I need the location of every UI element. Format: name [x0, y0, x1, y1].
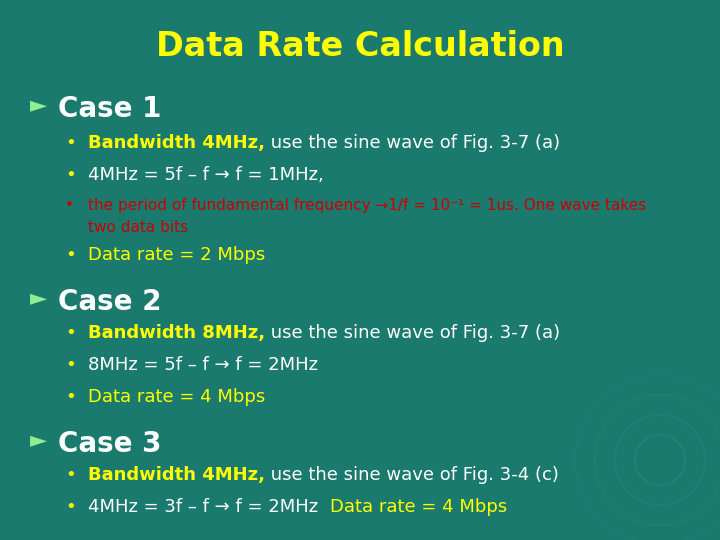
- Text: Case 3: Case 3: [58, 430, 161, 458]
- Text: •: •: [65, 498, 76, 516]
- Text: •: •: [65, 166, 76, 184]
- Text: •: •: [65, 134, 76, 152]
- Text: ►: ►: [30, 288, 47, 308]
- Text: •: •: [65, 388, 76, 406]
- Text: •: •: [65, 466, 76, 484]
- Text: •: •: [65, 198, 74, 213]
- Text: two data bits: two data bits: [88, 220, 188, 235]
- Text: use the sine wave of Fig. 3-7 (a): use the sine wave of Fig. 3-7 (a): [265, 134, 560, 152]
- Text: ►: ►: [30, 95, 47, 115]
- Text: 8MHz = 5f – f → f = 2MHz: 8MHz = 5f – f → f = 2MHz: [88, 356, 318, 374]
- Text: Bandwidth 4MHz,: Bandwidth 4MHz,: [88, 466, 265, 484]
- Text: Data rate = 4 Mbps: Data rate = 4 Mbps: [330, 498, 507, 516]
- Text: •: •: [65, 246, 76, 264]
- Text: use the sine wave of Fig. 3-7 (a): use the sine wave of Fig. 3-7 (a): [265, 324, 560, 342]
- Text: 4MHz = 3f – f → f = 2MHz: 4MHz = 3f – f → f = 2MHz: [88, 498, 330, 516]
- Text: the period of fundamental frequency →1/f = 10⁻¹ = 1us. One wave takes: the period of fundamental frequency →1/f…: [88, 198, 647, 213]
- Text: Data rate = 4 Mbps: Data rate = 4 Mbps: [88, 388, 265, 406]
- Text: Case 2: Case 2: [58, 288, 161, 316]
- Text: Case 1: Case 1: [58, 95, 161, 123]
- Text: ►: ►: [30, 430, 47, 450]
- Text: •: •: [65, 324, 76, 342]
- Text: •: •: [65, 356, 76, 374]
- Text: Data rate = 2 Mbps: Data rate = 2 Mbps: [88, 246, 265, 264]
- Text: Bandwidth 4MHz,: Bandwidth 4MHz,: [88, 134, 265, 152]
- Text: use the sine wave of Fig. 3-4 (c): use the sine wave of Fig. 3-4 (c): [265, 466, 559, 484]
- Text: Data Rate Calculation: Data Rate Calculation: [156, 30, 564, 63]
- Text: 4MHz = 5f – f → f = 1MHz,: 4MHz = 5f – f → f = 1MHz,: [88, 166, 324, 184]
- Text: Bandwidth 8MHz,: Bandwidth 8MHz,: [88, 324, 265, 342]
